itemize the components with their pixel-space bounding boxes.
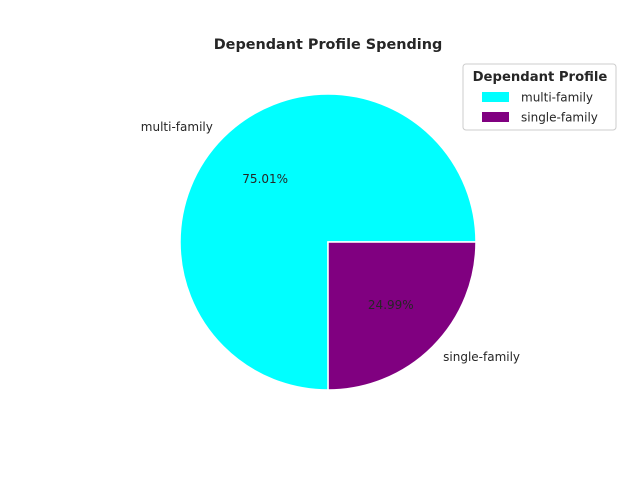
legend-label-single-family: single-family (521, 111, 598, 125)
percent-label-single-family: 24.99% (368, 298, 414, 312)
slice-label-multi-family: multi-family (141, 120, 213, 134)
percent-label-multi-family: 75.01% (242, 172, 288, 186)
pie-slice-labels: multi-family single-family (141, 120, 520, 364)
legend: Dependant Profile multi-family single-fam… (462, 63, 617, 131)
legend-label-multi-family: multi-family (521, 91, 593, 105)
chart-title: Dependant Profile Spending (214, 37, 443, 53)
legend-title: Dependant Profile (473, 70, 608, 85)
pie-slice-single-family (327, 241, 477, 391)
legend-swatch-multi-family (482, 92, 509, 102)
pie-slices (179, 93, 477, 391)
slice-label-single-family: single-family (443, 350, 520, 364)
legend-entries: multi-family single-family (482, 91, 598, 125)
legend-swatch-single-family (482, 112, 509, 122)
pie-percent-labels: 75.01% 24.99% (242, 172, 413, 312)
